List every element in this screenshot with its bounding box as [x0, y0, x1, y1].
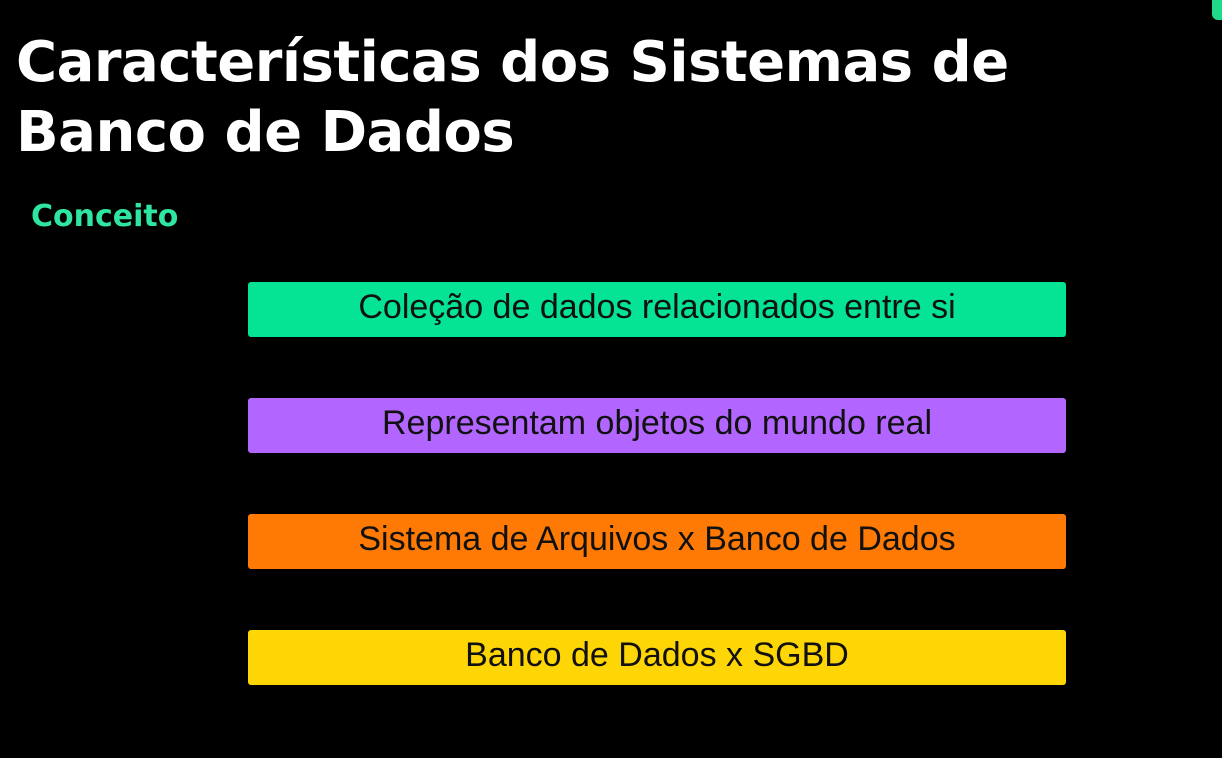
concept-box-banco-sgbd: Banco de Dados x SGBD	[248, 630, 1066, 685]
concept-label: Coleção de dados relacionados entre si	[358, 287, 956, 326]
concept-label: Representam objetos do mundo real	[382, 403, 932, 442]
slide-subtitle: Conceito	[31, 199, 179, 234]
slide-title: Características dos Sistemas de Banco de…	[16, 30, 1009, 165]
concept-list: Coleção de dados relacionados entre si R…	[248, 282, 1066, 685]
concept-box-colecao: Coleção de dados relacionados entre si	[248, 282, 1066, 337]
concept-box-representam: Representam objetos do mundo real	[248, 398, 1066, 453]
concept-label: Sistema de Arquivos x Banco de Dados	[358, 519, 956, 558]
concept-label: Banco de Dados x SGBD	[465, 635, 849, 674]
corner-indicator	[1212, 0, 1222, 20]
concept-box-sistema-arquivos: Sistema de Arquivos x Banco de Dados	[248, 514, 1066, 569]
